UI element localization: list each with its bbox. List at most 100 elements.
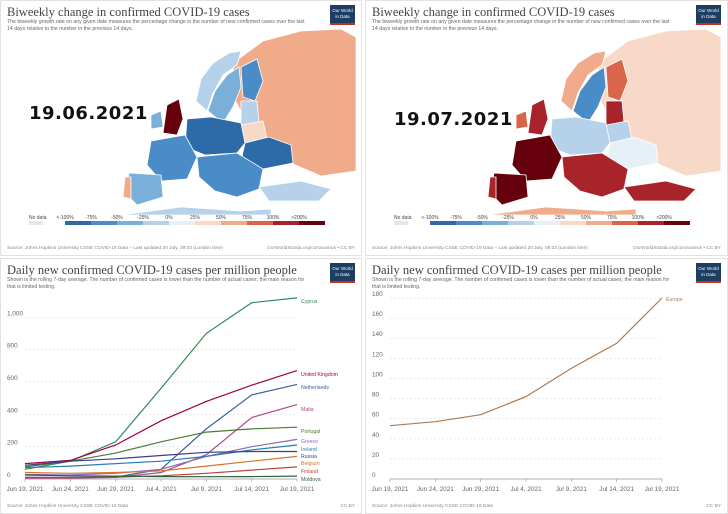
map-subtitle: The biweekly growth rate on any given da… <box>372 19 670 32</box>
legend-swatch <box>534 221 560 225</box>
map-region-baltics <box>605 100 625 126</box>
chart-subtitle: Shown is the rolling 7-day average. The … <box>7 277 305 290</box>
map-legend: No data <-100% -75% -50% -25% 0% 25% 50% 75% 100%… <box>29 215 325 225</box>
series-line-russia[interactable] <box>24 450 297 466</box>
y-tick-label: 180 <box>372 291 383 298</box>
legend-swatch <box>664 221 690 225</box>
series-label: Cyprus <box>301 299 318 305</box>
legend-swatch <box>221 221 247 225</box>
footer-source: Source: Johns Hopkins University CSSE CO… <box>7 246 223 251</box>
legend-swatch <box>430 221 456 225</box>
legend-label: -75% <box>450 215 462 221</box>
map-region-norway <box>195 50 242 112</box>
x-tick-label: Jul 19, 2021 <box>645 486 680 493</box>
map-title: Biweekly change in confirmed COVID-19 ca… <box>7 5 250 19</box>
legend-label: -25% <box>137 215 149 221</box>
legend-label: 0% <box>165 215 173 221</box>
series-line-finland[interactable] <box>24 466 298 479</box>
legend-swatch <box>638 221 664 225</box>
map-region-ireland <box>515 110 529 130</box>
map-region-uk <box>162 98 184 136</box>
chart-subtitle: Shown is the rolling 7-day average. The … <box>372 277 670 290</box>
footer-link[interactable]: OurWorldInData.org/coronavirus • CC BY <box>267 246 355 251</box>
map-region-france <box>511 134 563 182</box>
x-tick-label: Jun 29, 2021 <box>462 486 499 493</box>
legend-label: 25% <box>190 215 201 221</box>
series-line-netherlands[interactable] <box>25 383 298 478</box>
x-tick-label: Jun 29, 2021 <box>97 486 134 493</box>
map-panel-july: Biweekly change in confirmed COVID-19 ca… <box>365 0 728 256</box>
footer-source: Source: Johns Hopkins University CSSE CO… <box>372 246 588 251</box>
map-region-finland <box>605 58 629 102</box>
x-tick-label: Jul 19, 2021 <box>280 486 315 493</box>
series-line-greece[interactable] <box>24 438 298 476</box>
series-label: Netherlands <box>301 385 329 391</box>
legend-swatch <box>273 221 299 225</box>
legend-swatch <box>508 221 534 225</box>
x-tick-label: Jul 14, 2021 <box>599 486 634 493</box>
legend-label: 100% <box>632 215 645 221</box>
footer-license[interactable]: CC BY <box>340 504 355 509</box>
series-label: Russia <box>301 454 317 460</box>
map-region-baltics <box>240 100 260 126</box>
series-line-ireland[interactable] <box>24 444 298 469</box>
owid-logo[interactable]: Our World in Data <box>696 263 721 283</box>
y-tick-label: 600 <box>7 375 18 382</box>
owid-logo[interactable]: Our World in Data <box>696 5 721 25</box>
europe-map: No data <-100% -75% -50% -25% 0% 25% 50% 75% 100%… <box>29 28 357 225</box>
series-label: Greece <box>301 439 318 445</box>
map-region-ireland <box>150 110 164 130</box>
owid-logo[interactable]: Our World in Data <box>330 5 355 25</box>
y-tick-label: 100 <box>372 371 383 378</box>
legend-swatch <box>247 221 273 225</box>
series-line-moldova[interactable] <box>24 474 298 478</box>
footer-source: Source: Johns Hopkins University CSSE CO… <box>7 504 129 509</box>
chart-footer: Source: Johns Hopkins University CSSE CO… <box>7 504 355 509</box>
owid-logo[interactable]: Our World in Data <box>330 263 355 283</box>
map-region-uk <box>527 98 549 136</box>
line-panel-europe: Daily new confirmed COVID-19 cases per m… <box>365 258 728 514</box>
y-tick-label: 160 <box>372 311 383 318</box>
legend-label: No data <box>29 215 47 221</box>
legend-label: >200% <box>656 215 672 221</box>
y-tick-label: 200 <box>7 440 18 447</box>
x-tick-label: Jul 9, 2021 <box>556 486 588 493</box>
legend-label: -25% <box>502 215 514 221</box>
series-line-belgium[interactable] <box>24 455 298 474</box>
legend-swatch <box>143 221 169 225</box>
series-label: Malta <box>301 407 314 413</box>
legend-swatch <box>612 221 638 225</box>
map-region-turkey <box>258 180 332 202</box>
footer-license[interactable]: CC BY <box>706 504 721 509</box>
legend-swatch <box>65 221 91 225</box>
series-label: Belgium <box>301 461 320 467</box>
map-region-portugal <box>487 176 497 200</box>
legend-label: 50% <box>581 215 592 221</box>
y-tick-label: 1,000 <box>7 310 23 317</box>
y-tick-label: 140 <box>372 331 383 338</box>
x-tick-label: Jul 4, 2021 <box>145 486 177 493</box>
map-region-turkey <box>623 180 697 202</box>
legend-swatch <box>169 221 195 225</box>
legend-label: -75% <box>85 215 97 221</box>
x-tick-label: Jul 4, 2021 <box>510 486 542 493</box>
map-subtitle: The biweekly growth rate on any given da… <box>7 19 305 32</box>
series-line-europe[interactable] <box>389 297 663 427</box>
legend-swatch <box>482 221 508 225</box>
map-region-portugal <box>122 176 132 200</box>
x-tick-label: Jun 24, 2021 <box>417 486 454 493</box>
line-chart-europe: 0 20 40 60 80 100 120 140 160 180 Jun 19, 2021 Jun … <box>372 291 683 493</box>
legend-label: 50% <box>216 215 227 221</box>
series-line-united-kingdom[interactable] <box>24 370 298 465</box>
legend-label: No data <box>394 215 412 221</box>
legend-swatch <box>195 221 221 225</box>
legend-swatch <box>117 221 143 225</box>
y-tick-label: 120 <box>372 351 383 358</box>
footer-link[interactable]: OurWorldInData.org/coronavirus • CC BY <box>633 246 721 251</box>
legend-label: <-100% <box>56 215 74 221</box>
y-tick-label: 80 <box>372 392 380 399</box>
x-tick-label: Jul 9, 2021 <box>191 486 223 493</box>
y-tick-label: 60 <box>372 412 380 419</box>
y-tick-label: 400 <box>7 407 18 414</box>
y-tick-label: 20 <box>372 452 380 459</box>
